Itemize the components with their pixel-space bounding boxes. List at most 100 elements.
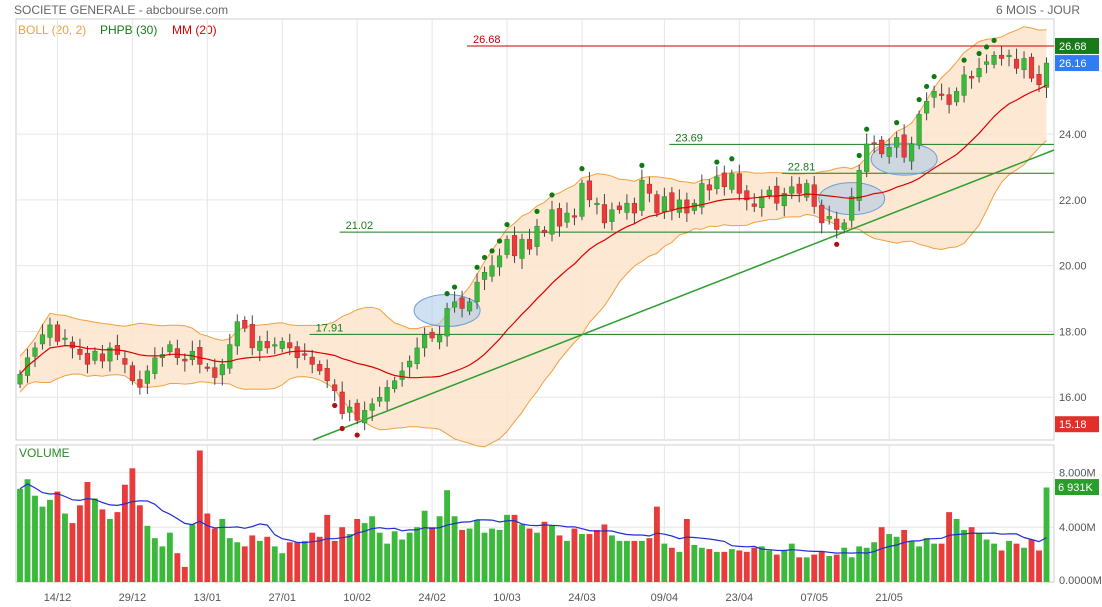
- candle-body: [639, 179, 645, 211]
- volume-bar: [556, 535, 563, 582]
- candle-body: [84, 352, 91, 365]
- phpb-high-dot: [961, 57, 967, 63]
- candle-body: [414, 347, 420, 364]
- volume-bar: [811, 554, 818, 582]
- volume-bar: [758, 546, 765, 582]
- volume-bar: [743, 551, 750, 582]
- volume-bar: [766, 550, 773, 582]
- volume-bar: [923, 538, 930, 582]
- phpb-high-dot: [549, 192, 555, 198]
- price-badge: [1055, 55, 1099, 72]
- volume-bar: [826, 555, 833, 582]
- candle-body: [107, 347, 113, 362]
- candle-body: [167, 344, 173, 353]
- volume-bar: [196, 450, 203, 582]
- candle-body: [714, 176, 720, 189]
- candle-body: [954, 91, 960, 103]
- volume-bar: [181, 566, 188, 582]
- volume-bar: [24, 479, 31, 582]
- volume-bar: [279, 553, 286, 582]
- price-level-label: 22.81: [788, 161, 816, 173]
- phpb-high-dot: [991, 37, 997, 43]
- price-panel-frame: [15, 18, 1055, 441]
- phpb-high-dot: [976, 50, 982, 57]
- volume-bar: [144, 525, 151, 582]
- phpb-high-dot: [496, 238, 503, 244]
- volume-bar: [698, 547, 705, 582]
- candle-body: [504, 239, 510, 255]
- candle-body: [789, 186, 795, 194]
- candle-body: [901, 134, 907, 158]
- candle-body: [571, 215, 578, 218]
- candle-body: [137, 379, 143, 388]
- volume-bar: [339, 527, 346, 582]
- volume-bar: [871, 542, 878, 582]
- phpb-high-dot: [931, 73, 937, 80]
- candle-body: [976, 68, 982, 78]
- legend-item: MM (20): [172, 23, 217, 37]
- x-tick-label: 24/03: [568, 592, 596, 604]
- candle-body: [129, 365, 135, 382]
- candle-body: [452, 301, 458, 308]
- candle-body: [526, 239, 533, 250]
- volume-bar: [631, 540, 638, 582]
- trend-line: [312, 149, 1055, 441]
- candle-body: [586, 180, 593, 201]
- volume-bar: [316, 536, 323, 582]
- volume-bar: [264, 536, 271, 582]
- volume-tick-label: 0.0000M: [1059, 575, 1102, 587]
- candle-body: [234, 321, 240, 347]
- x-tick-label: 10/02: [343, 592, 371, 604]
- candle-body: [339, 391, 345, 414]
- volume-bar: [519, 524, 525, 582]
- volume-bar: [908, 540, 915, 582]
- x-tick-label: 29/12: [119, 592, 147, 604]
- candle-body: [511, 235, 518, 257]
- volume-badge-label: 6 931K: [1058, 482, 1094, 494]
- y-tick-label: 22.00: [1059, 195, 1087, 207]
- candle-body: [489, 265, 495, 277]
- candle-body: [309, 356, 315, 365]
- volume-bar: [271, 546, 278, 582]
- volume-bar: [676, 551, 683, 582]
- volume-bar: [736, 550, 743, 582]
- candle-body: [466, 301, 473, 312]
- candle-body: [39, 334, 46, 345]
- volume-bar: [406, 532, 413, 582]
- candle-body: [219, 364, 225, 376]
- volume-bar: [204, 513, 211, 582]
- phpb-high-dot: [451, 284, 458, 290]
- moving-average-line: [19, 84, 1047, 379]
- volume-bar: [504, 514, 510, 582]
- candle-body: [946, 94, 952, 105]
- volume-bar: [983, 539, 990, 582]
- candle-body: [324, 368, 330, 382]
- volume-bar: [848, 557, 855, 582]
- volume-bar: [301, 540, 308, 582]
- volume-bar: [721, 551, 728, 582]
- candle-body: [549, 209, 555, 235]
- candle-body: [766, 189, 772, 196]
- candle-body: [841, 222, 847, 230]
- phpb-high-dot: [474, 264, 480, 270]
- candle-body: [204, 366, 210, 369]
- volume-bar: [773, 554, 780, 582]
- y-tick-label: 24.00: [1059, 129, 1087, 141]
- candle-body: [294, 346, 300, 359]
- candle-body: [152, 357, 158, 374]
- volume-bar: [474, 520, 480, 582]
- volume-bar: [668, 547, 675, 582]
- candle-body: [144, 370, 150, 384]
- candle-body: [804, 183, 810, 198]
- volume-bar: [609, 535, 615, 582]
- volume-bar: [526, 528, 533, 582]
- volume-bar: [938, 543, 945, 582]
- volume-bar: [324, 514, 331, 582]
- volume-bar: [481, 532, 488, 582]
- candle-body: [781, 193, 787, 207]
- y-tick-label: 20.00: [1059, 261, 1087, 273]
- candle-body: [631, 202, 637, 214]
- volume-bar: [84, 481, 91, 582]
- volume-bar: [174, 553, 181, 582]
